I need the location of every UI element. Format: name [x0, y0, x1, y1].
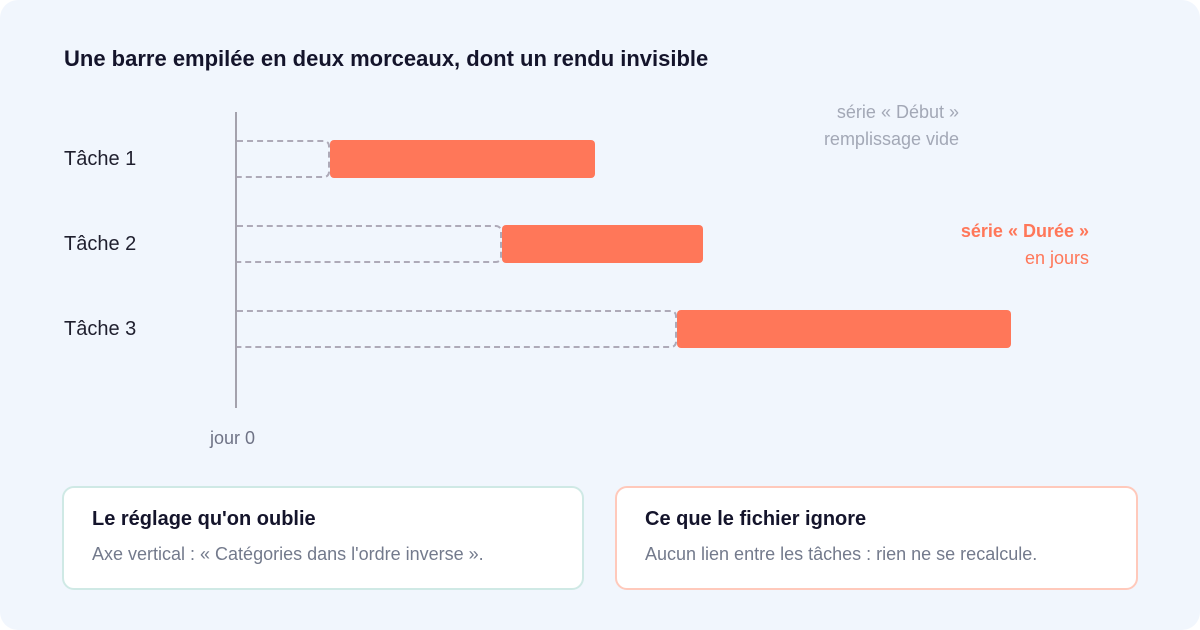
duration-series-description: en jours [1024, 248, 1089, 268]
duration-series-annotation: série « Durée » en jours [961, 218, 1089, 272]
start-bar [237, 140, 330, 178]
start-series-name: série « Début » [836, 102, 959, 122]
duration-series-name: série « Durée » [960, 221, 1089, 241]
vertical-axis-line [235, 112, 237, 408]
duration-bar [502, 225, 704, 263]
start-series-description: remplissage vide [823, 129, 959, 149]
duration-bar [329, 140, 595, 178]
start-bar [237, 225, 502, 263]
start-bar [237, 310, 677, 348]
start-series-annotation: série « Début » remplissage vide [824, 99, 959, 153]
forgotten-setting-text: Axe vertical : « Catégories dans l'ordre… [92, 544, 484, 564]
file-limitation-card: Ce que le fichier ignore Aucun lien entr… [615, 486, 1138, 590]
forgotten-setting-title: Le réglage qu'on oublie [92, 508, 316, 530]
task-label: Tâche 2 [64, 233, 137, 255]
task-label: Tâche 3 [64, 318, 137, 340]
file-limitation-text: Aucun lien entre les tâches : rien ne se… [645, 544, 1038, 564]
file-limitation-title: Ce que le fichier ignore [645, 508, 867, 530]
page-title: Une barre empilée en deux morceaux, dont… [64, 46, 709, 71]
forgotten-setting-card: Le réglage qu'on oublie Axe vertical : «… [62, 486, 584, 590]
x-axis-origin-label: jour 0 [210, 428, 256, 448]
duration-bar [676, 310, 1011, 348]
task-label: Tâche 1 [64, 148, 137, 170]
